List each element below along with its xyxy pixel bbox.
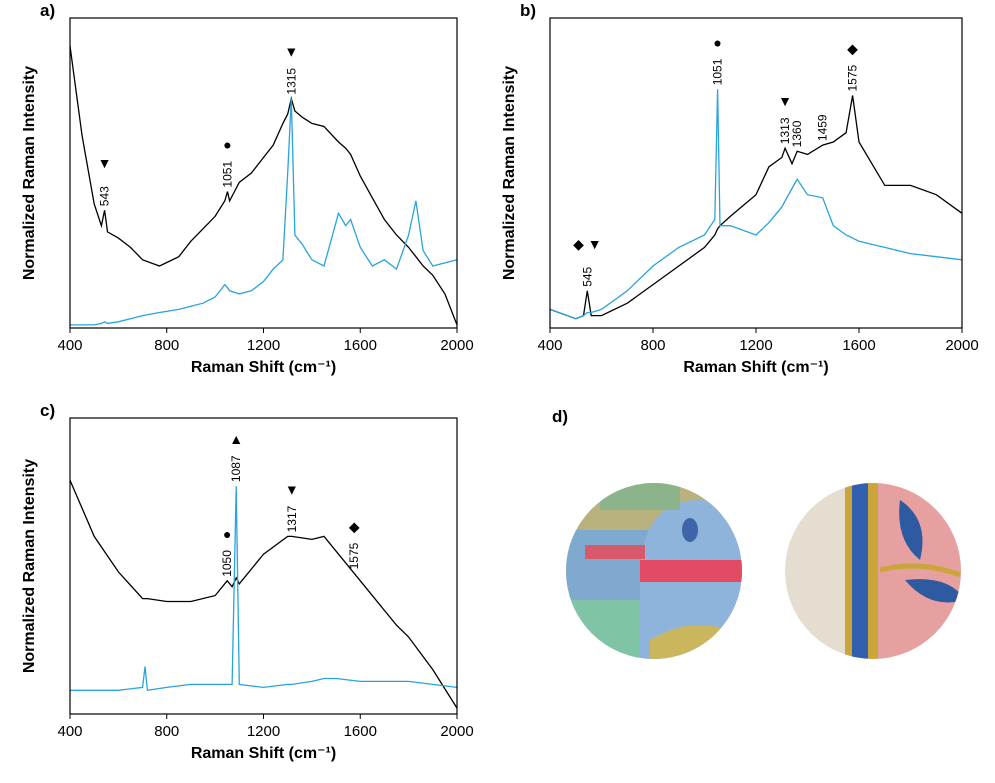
x-tick-label: 800 <box>640 337 665 354</box>
peak-label: 1315 <box>284 68 298 95</box>
x-axis-label: Raman Shift (cm⁻¹) <box>191 745 336 762</box>
y-axis-label: Normalized Raman Intensity <box>21 66 38 280</box>
x-tick-label: 1600 <box>344 723 377 740</box>
photo-left <box>566 483 742 659</box>
peak-label: 1313 <box>778 117 792 144</box>
peak-label: 1317 <box>285 505 299 532</box>
spectrum-line <box>70 98 458 326</box>
peak-symbol: ● <box>713 34 721 50</box>
x-tick-label: 400 <box>57 337 82 354</box>
peak-label: 1051 <box>711 58 725 85</box>
peak-symbol: ▲ <box>229 431 243 447</box>
peak-symbol: ▼ <box>284 44 298 60</box>
spectrum-line <box>69 479 458 709</box>
photo-right <box>785 483 961 659</box>
x-tick-label: 1600 <box>842 337 875 354</box>
x-tick-label: 2000 <box>440 723 473 740</box>
panel-label: b) <box>520 1 536 20</box>
x-tick-label: 400 <box>537 337 562 354</box>
y-axis-label: Normalized Raman Intensity <box>501 66 518 280</box>
peak-label: 543 <box>98 186 112 206</box>
peak-symbol: ◆ <box>349 518 360 534</box>
spectrum-line <box>549 89 963 320</box>
x-tick-label: 2000 <box>440 337 473 354</box>
peak-label: 1360 <box>790 120 804 147</box>
peak-symbol: ◆ <box>847 41 858 57</box>
spectrum-line <box>70 486 458 692</box>
plot-frame <box>69 417 458 715</box>
x-axis-label: Raman Shift (cm⁻¹) <box>683 359 828 376</box>
peak-label: 1575 <box>347 542 361 569</box>
peak-symbol: ◆ ▼ <box>573 236 602 252</box>
peak-symbol: ▼ <box>778 93 792 109</box>
spectrum-line <box>69 45 458 326</box>
peak-label: 1087 <box>229 455 243 482</box>
x-tick-label: 2000 <box>945 337 978 354</box>
peak-label: 1459 <box>816 114 830 141</box>
x-tick-label: 800 <box>154 723 179 740</box>
peak-label: 545 <box>580 266 594 286</box>
panel-label: c) <box>40 401 55 420</box>
peak-label: 1051 <box>220 161 234 188</box>
peak-symbol: ● <box>223 137 231 153</box>
x-tick-label: 1200 <box>247 723 280 740</box>
x-tick-label: 1200 <box>247 337 280 354</box>
x-tick-label: 1600 <box>344 337 377 354</box>
peak-symbol: ▼ <box>285 481 299 497</box>
x-tick-label: 800 <box>154 337 179 354</box>
peak-symbol: ● <box>223 526 231 542</box>
panel-label: d) <box>552 407 568 426</box>
panel-label: a) <box>40 1 55 20</box>
peak-label: 1575 <box>846 64 860 91</box>
peak-label: 1050 <box>220 550 234 577</box>
x-tick-label: 1200 <box>739 337 772 354</box>
x-axis-label: Raman Shift (cm⁻¹) <box>191 359 336 376</box>
spectrum-line <box>549 95 963 320</box>
peak-symbol: ▼ <box>98 155 112 171</box>
plot-frame <box>549 17 963 329</box>
y-axis-label: Normalized Raman Intensity <box>21 459 38 673</box>
x-tick-label: 400 <box>57 723 82 740</box>
